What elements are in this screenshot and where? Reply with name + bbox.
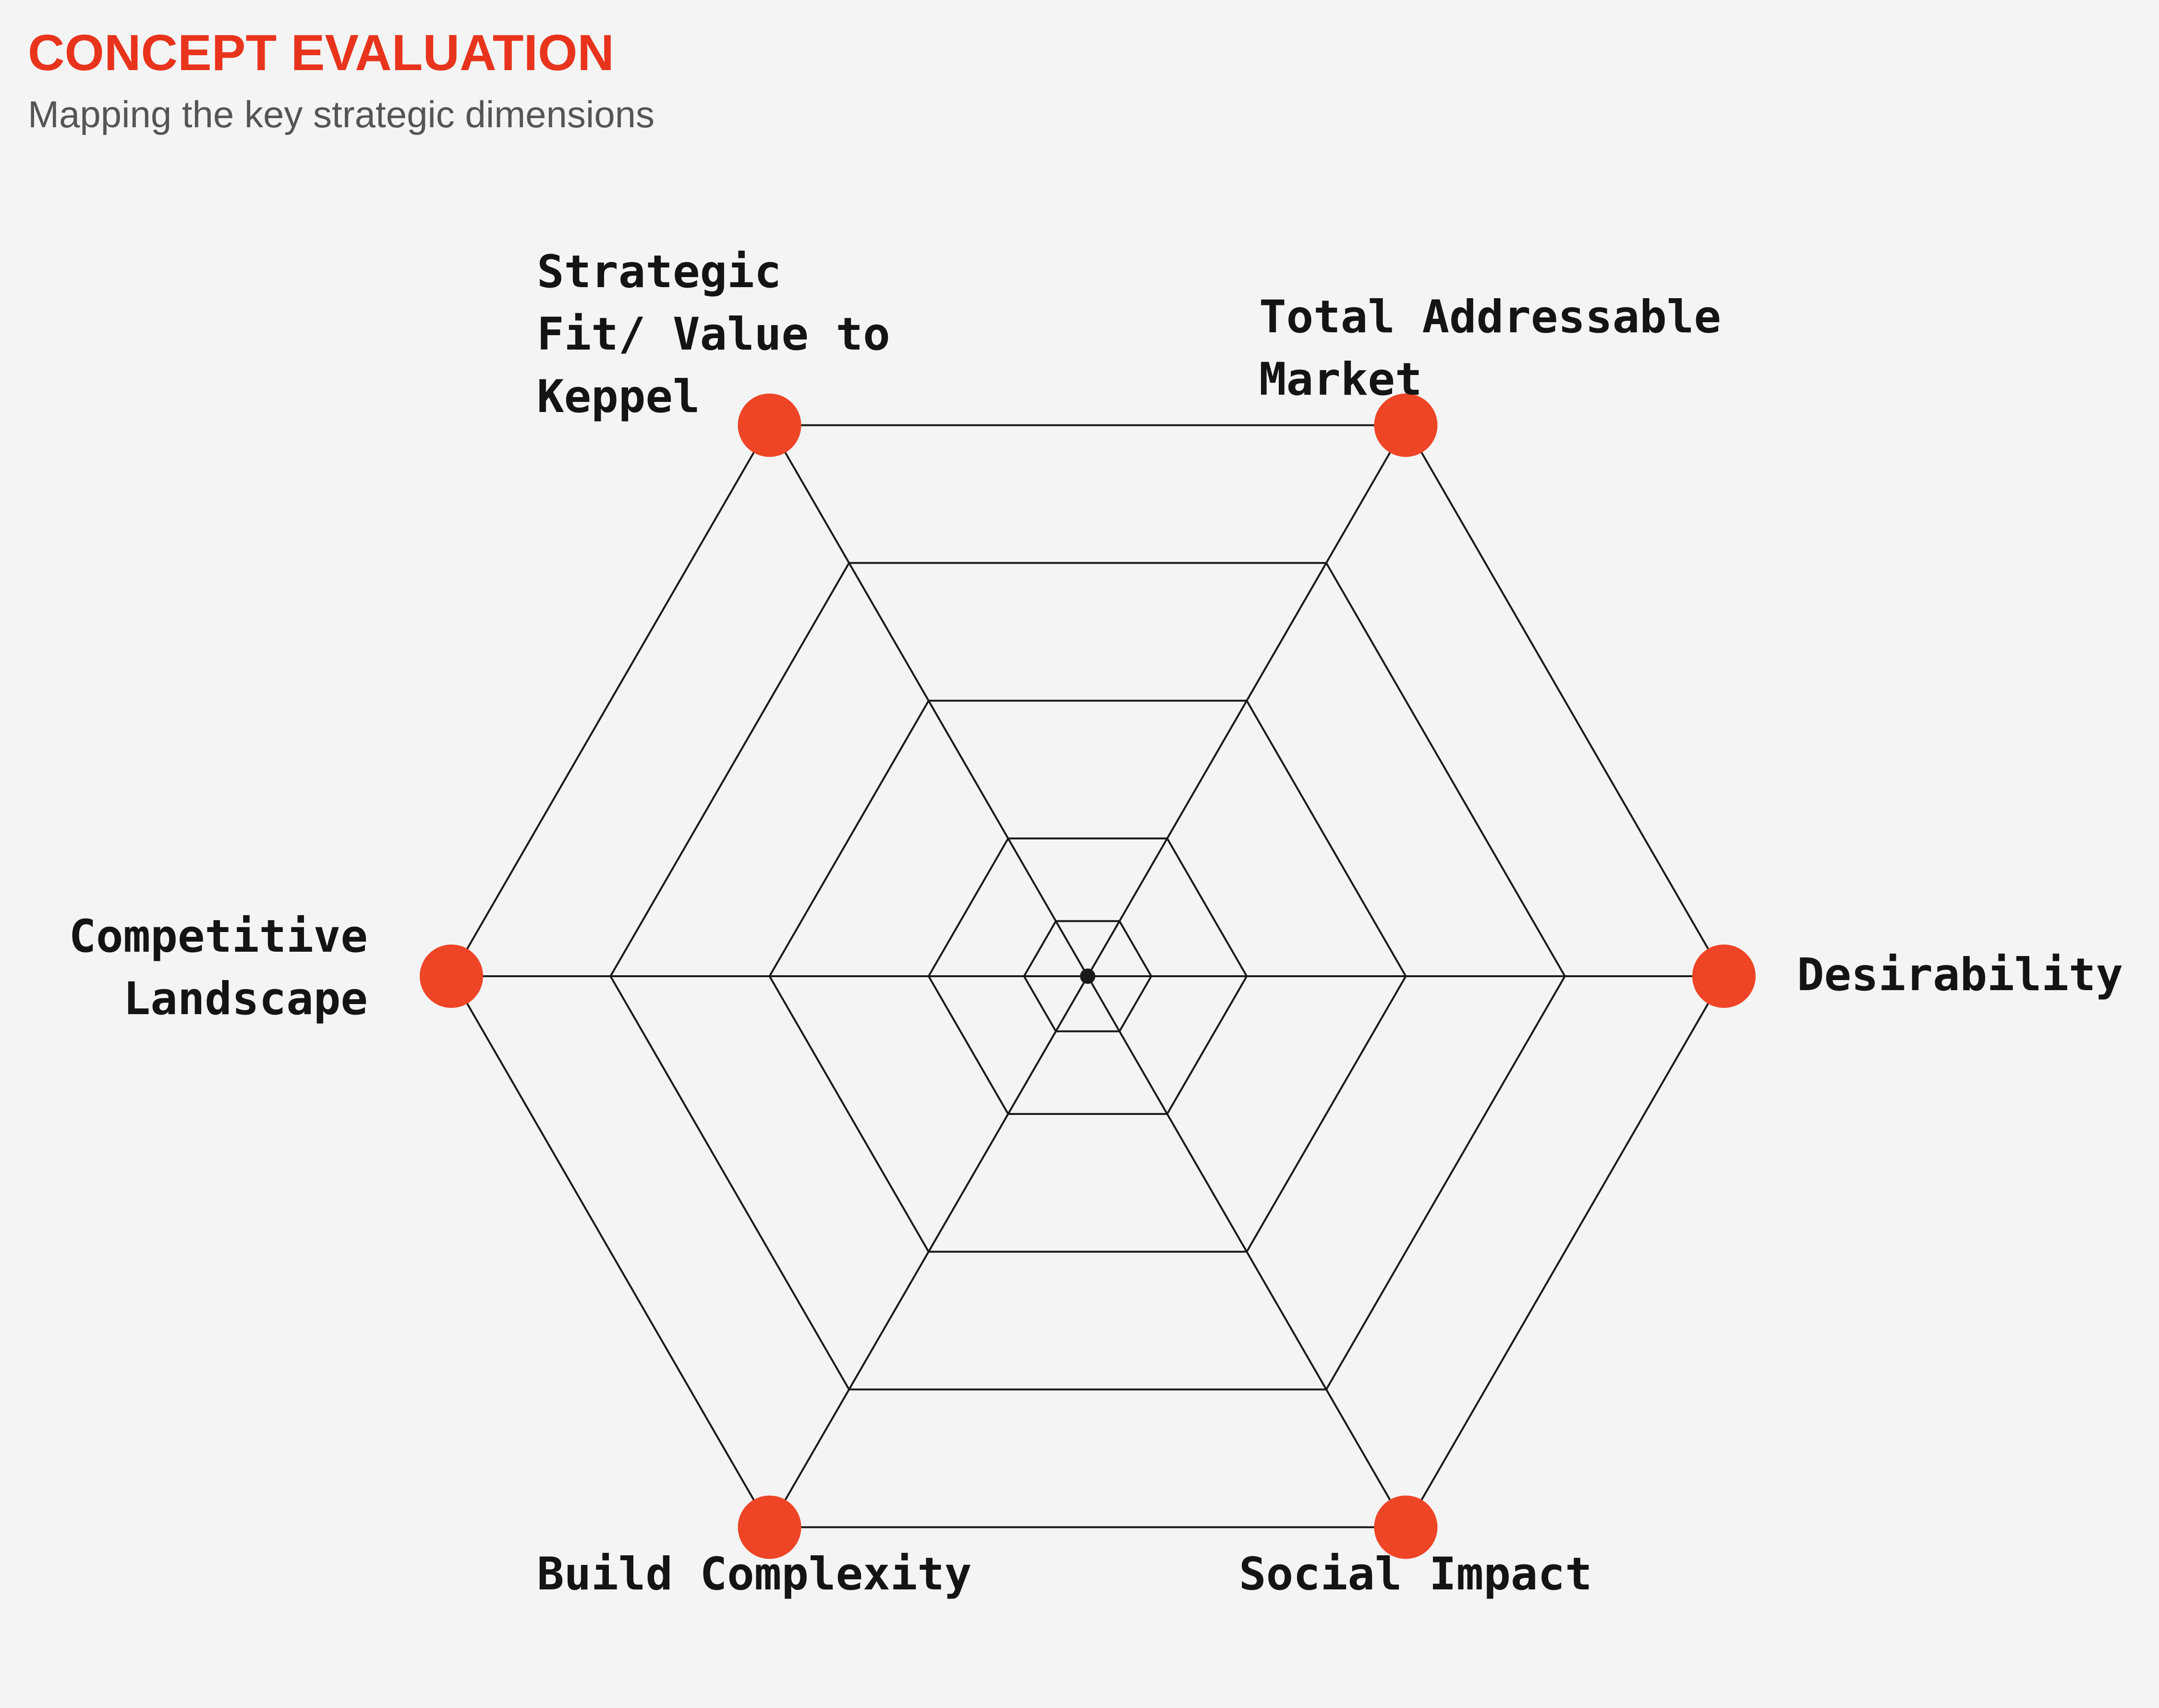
axis-label-line: Competitive bbox=[69, 910, 368, 963]
radar-spoke-build-complexity bbox=[768, 976, 1089, 1528]
marker-strategic-fit bbox=[738, 393, 801, 457]
marker-total-addressable-market bbox=[1374, 393, 1438, 457]
page-title: CONCEPT EVALUATION bbox=[28, 24, 614, 81]
radar-spoke-strategic-fit bbox=[768, 424, 1089, 977]
axis-label-line: Market bbox=[1259, 353, 1422, 406]
axis-label-total-addressable-market: Total Addressable Market bbox=[1259, 291, 1721, 406]
axis-label-line: Strategic bbox=[537, 246, 781, 298]
radar-markers bbox=[420, 393, 1756, 1559]
center-point bbox=[1080, 969, 1095, 984]
axis-label-build-complexity: Build Complexity bbox=[537, 1548, 971, 1600]
radar-spoke-social-impact bbox=[1087, 976, 1407, 1528]
axis-label-desirability: Desirability bbox=[1797, 949, 2123, 1001]
axis-label-line: Landscape bbox=[123, 973, 368, 1025]
marker-social-impact bbox=[1374, 1495, 1438, 1559]
axis-label-competitive-landscape: Competitive Landscape bbox=[69, 910, 368, 1025]
axis-label-line: Fit/ Value to bbox=[537, 308, 890, 361]
marker-build-complexity bbox=[738, 1495, 801, 1559]
axis-label-line: Keppel bbox=[537, 371, 700, 423]
radar-spokes bbox=[451, 424, 1724, 1528]
axis-label-line: Social Impact bbox=[1239, 1548, 1592, 1600]
marker-competitive-landscape bbox=[420, 945, 483, 1008]
radar-center bbox=[1080, 969, 1095, 984]
page-header: CONCEPT EVALUATION Mapping the key strat… bbox=[28, 19, 655, 138]
page-subtitle: Mapping the key strategic dimensions bbox=[28, 93, 655, 135]
radar-spoke-total-addressable-market bbox=[1087, 424, 1407, 977]
radar-labels: Desirability Total Addressable Market Strat… bbox=[69, 246, 2123, 1600]
marker-desirability bbox=[1692, 945, 1756, 1008]
axis-label-line: Total Addressable bbox=[1259, 291, 1721, 343]
axis-label-strategic-fit: Strategic Fit/ Value to Keppel bbox=[537, 246, 890, 423]
axis-label-social-impact: Social Impact bbox=[1239, 1548, 1592, 1600]
axis-label-line: Desirability bbox=[1797, 949, 2123, 1001]
axis-label-line: Build Complexity bbox=[537, 1548, 971, 1600]
